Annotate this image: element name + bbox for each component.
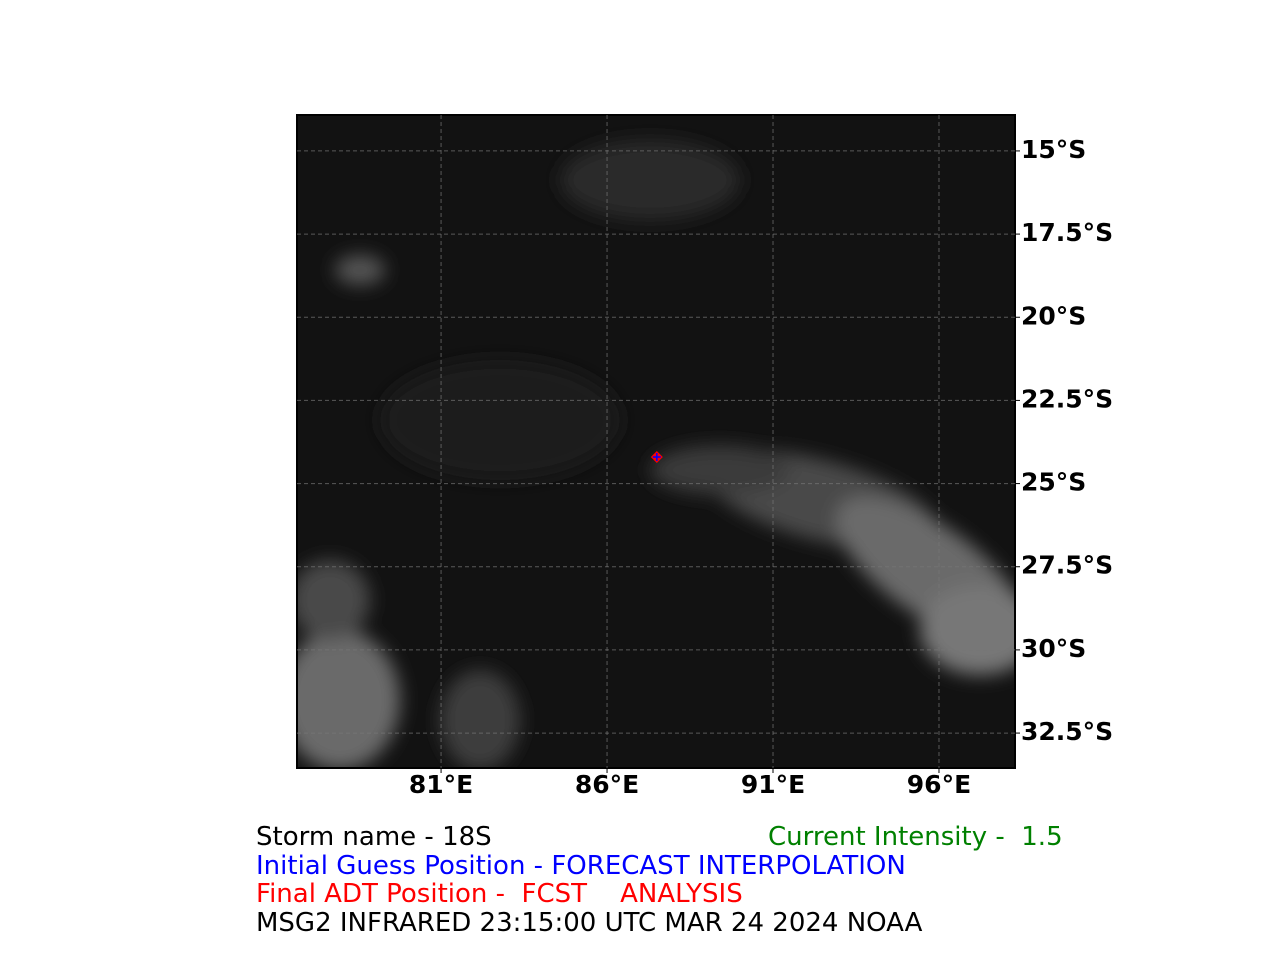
satellite-info: MSG2 INFRARED 23:15:00 UTC MAR 24 2024 N… xyxy=(256,908,923,938)
storm-name: Storm name - 18S xyxy=(256,822,492,852)
initial-guess-marker xyxy=(652,452,661,461)
clouds xyxy=(297,140,1015,768)
y-tick-label: 32.5°S xyxy=(1021,717,1113,746)
x-tick-label: 81°E xyxy=(409,770,473,799)
y-tick-label: 30°S xyxy=(1021,634,1086,663)
initial-guess: Initial Guess Position - FORECAST INTERP… xyxy=(256,851,906,881)
x-tick-label: 91°E xyxy=(741,770,805,799)
map-frame xyxy=(296,114,1016,769)
y-tick-label: 22.5°S xyxy=(1021,384,1113,413)
y-tick-label: 25°S xyxy=(1021,468,1086,497)
y-tick-label: 27.5°S xyxy=(1021,551,1113,580)
y-tick-label: 15°S xyxy=(1021,135,1086,164)
current-intensity: Current Intensity - 1.5 xyxy=(768,822,1063,852)
y-tick-label: 17.5°S xyxy=(1021,218,1113,247)
y-tick-label: 20°S xyxy=(1021,301,1086,330)
x-tick-label: 86°E xyxy=(575,770,639,799)
x-tick-label: 96°E xyxy=(907,770,971,799)
final-adt: Final ADT Position - FCST ANALYSIS xyxy=(256,879,743,909)
